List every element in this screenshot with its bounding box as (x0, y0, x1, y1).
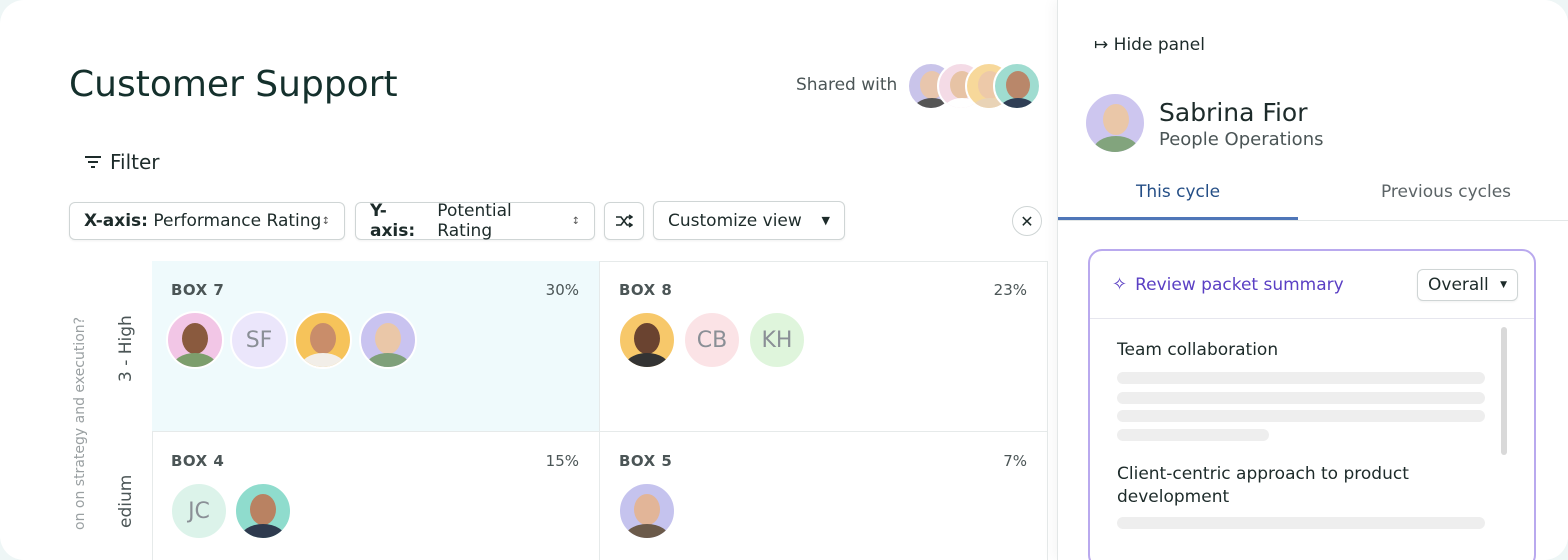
customize-view-button[interactable]: Customize view ▼ (653, 201, 845, 240)
close-button[interactable]: ✕ (1012, 206, 1042, 236)
avatar (234, 482, 292, 540)
hide-panel-label: Hide panel (1113, 35, 1205, 55)
filter-button[interactable]: Filter (84, 150, 160, 174)
avatar (166, 311, 224, 369)
avatar (618, 311, 676, 369)
box-percent: 15% (545, 452, 579, 470)
avatar-initials: KH (748, 311, 806, 369)
box-name: BOX 5 (619, 452, 673, 470)
filter-label: Filter (110, 150, 160, 174)
scrollbar[interactable] (1501, 327, 1507, 455)
person-role: People Operations (1159, 129, 1324, 150)
placeholder-line (1117, 410, 1485, 422)
x-axis-select[interactable]: X-axis: Performance Rating ↕ (69, 202, 345, 240)
section-title: Client-centric approach to product devel… (1117, 464, 1409, 507)
scope-select[interactable]: Overall ▼ (1417, 269, 1518, 301)
summary-card: ✧ Review packet summary Overall ▼ Team col… (1088, 249, 1536, 560)
grid-box: BOX 8 23% CB KH (600, 261, 1048, 432)
avatar (294, 311, 352, 369)
avatar-initials: SF (230, 311, 288, 369)
box-percent: 23% (993, 281, 1027, 299)
placeholder-line (1117, 392, 1485, 404)
placeholder-line (1117, 372, 1485, 384)
page-title: Customer Support (69, 64, 398, 105)
tab-active[interactable]: This cycle (1135, 182, 1221, 202)
side-panel: ↦ Hide panel Sabrina Fior People Operati… (1057, 0, 1568, 560)
person-name: Sabrina Fior (1159, 98, 1308, 127)
shared-label: Shared with (796, 75, 898, 95)
summary-header: ✧ Review packet summary (1112, 274, 1344, 295)
avatar (1084, 92, 1146, 154)
y-axis-label: Y-axis: (370, 201, 416, 241)
grid-box: BOX 5 7% (600, 432, 1048, 560)
avatar-initials: JC (170, 482, 228, 540)
box-name: BOX 8 (619, 281, 673, 299)
box-percent: 7% (1003, 452, 1027, 470)
hide-panel-button[interactable]: ↦ Hide panel (1094, 35, 1205, 55)
row-label: edium (116, 474, 136, 528)
avatar (993, 62, 1041, 110)
y-axis-question: on on strategy and execution? (72, 316, 88, 530)
x-axis-label: X-axis: (84, 211, 148, 231)
box-name: BOX 4 (171, 452, 225, 470)
y-axis-value: Potential Rating (437, 201, 512, 241)
tab[interactable]: Previous cycles (1380, 182, 1512, 202)
summary-title: Review packet summary (1135, 274, 1344, 295)
swap-icon (616, 214, 633, 228)
avatar-initials: CB (683, 311, 741, 369)
placeholder-line (1117, 517, 1485, 529)
scope-label: Overall (1428, 275, 1489, 295)
box-percent: 30% (545, 281, 579, 299)
y-axis-select[interactable]: Y-axis: Potential Rating ↕ (355, 201, 595, 241)
x-axis-value: Performance Rating (153, 211, 322, 231)
placeholder-line (1117, 429, 1269, 441)
tab-divider (1058, 220, 1568, 221)
grid-box: BOX 7 30% SF (152, 261, 600, 432)
customize-view-label: Customize view (668, 210, 802, 231)
box-name: BOX 7 (171, 281, 225, 299)
divider (1090, 318, 1534, 319)
filter-icon (85, 156, 101, 168)
avatar (359, 311, 417, 369)
row-label: 3 - High (116, 315, 136, 382)
tab-indicator (1058, 217, 1298, 221)
avatar (618, 482, 676, 540)
section-title: Team collaboration (1117, 340, 1279, 360)
swap-axes-button[interactable] (604, 202, 644, 240)
grid-box: BOX 4 15% JC (152, 432, 600, 560)
